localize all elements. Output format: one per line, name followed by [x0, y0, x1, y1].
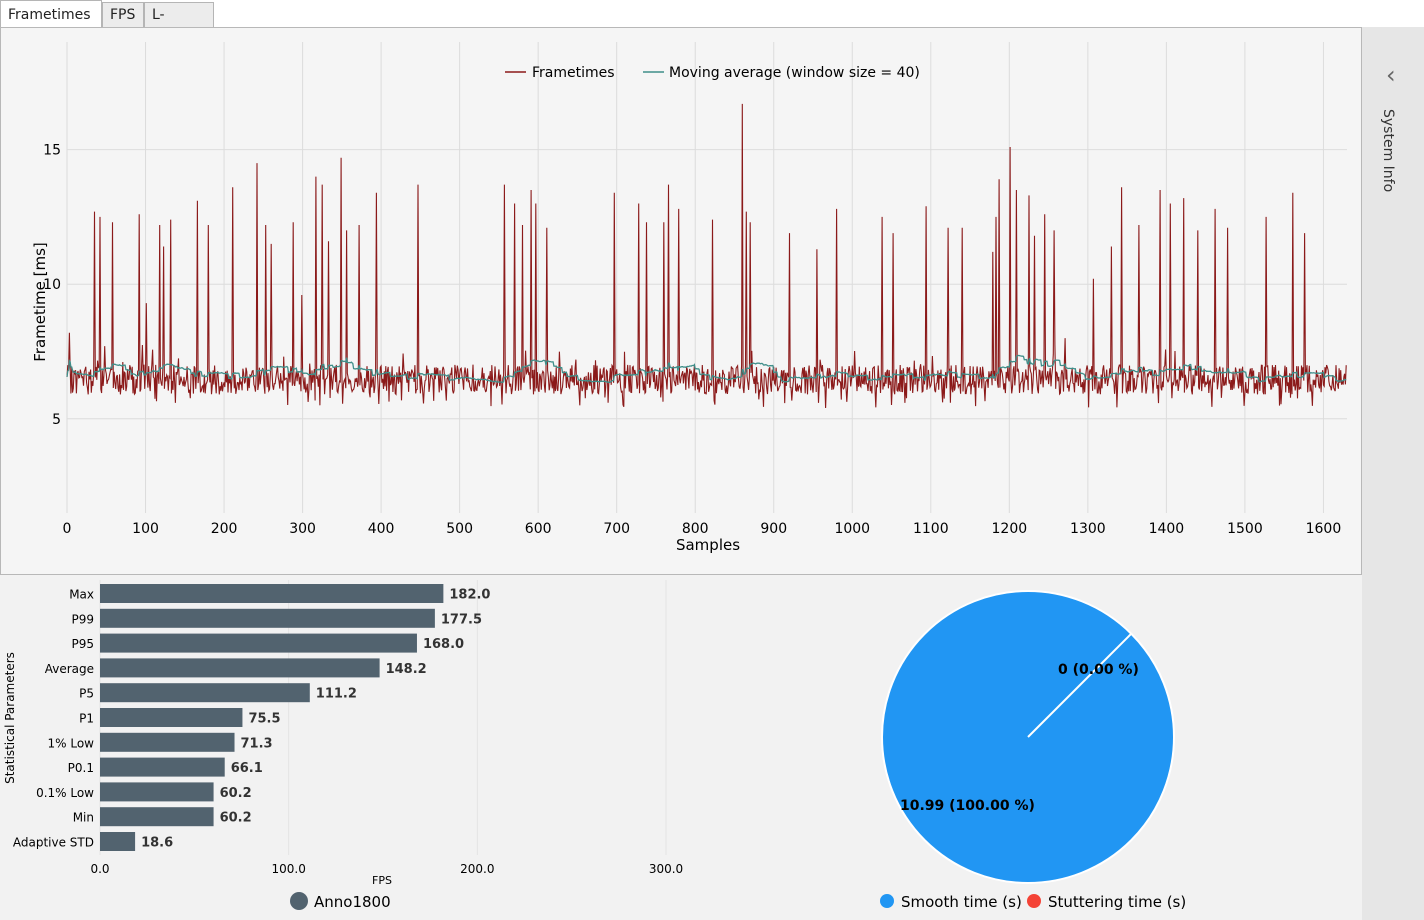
y-tick-label: 5	[52, 412, 61, 428]
tab-l-shape[interactable]: L-shape	[144, 2, 214, 47]
bar-category-label: Adaptive STD	[13, 836, 94, 850]
bar-value-label: 148.2	[386, 662, 427, 677]
legend-stuttering: Stuttering time (s)	[1048, 893, 1186, 911]
x-tick-label: 700	[603, 521, 630, 537]
legend-anno1800: Anno1800	[314, 893, 391, 911]
legend-swatch-stuttering	[1027, 894, 1041, 908]
bar-x-tick-label: 100.0	[271, 862, 305, 876]
bar-category-label: Min	[73, 811, 94, 825]
bar-x-tick-label: 300.0	[649, 862, 683, 876]
x-tick-label: 900	[760, 521, 787, 537]
bar	[100, 732, 235, 752]
bar-category-label: P1	[79, 712, 94, 726]
bar-x-tick-label: 0.0	[90, 862, 109, 876]
bar	[100, 832, 136, 851]
frametimes-chart-panel: 0 100 200 300 400 500 600 700 800 900 1000 1100 1200…	[0, 27, 1362, 575]
tab-frametimes[interactable]: Frametimes	[0, 0, 102, 28]
bar-category-label: Average	[45, 662, 94, 676]
x-tick-labels: 0 100 200 300 400 500 600 700 800 900 1000 1100 1200…	[63, 521, 1342, 537]
bar-value-label: 60.2	[220, 811, 252, 826]
x-tick-label: 1100	[913, 521, 949, 537]
legend-smooth: Smooth time (s)	[901, 893, 1022, 911]
x-tick-label: 1500	[1227, 521, 1263, 537]
x-tick-label: 1600	[1306, 521, 1342, 537]
bar-category-label: 1% Low	[48, 736, 95, 750]
y-axis-label: Frametime [ms]	[31, 242, 49, 362]
tab-fps[interactable]: FPS	[102, 2, 144, 27]
frametimes-chart: 0 100 200 300 400 500 600 700 800 900 1000 1100 1200…	[31, 42, 1347, 554]
statistics-bar-chart: 0.0 100.0 200.0 300.0 Max 182.0 P99 177.5 P95 16…	[3, 580, 683, 911]
bar	[100, 608, 435, 628]
bar-value-label: 182.0	[449, 588, 490, 603]
bar-value-label: 177.5	[441, 612, 482, 627]
legend-moving-average: Moving average (window size = 40)	[669, 65, 920, 81]
y-tick-labels: 5 10 15	[43, 143, 61, 428]
bar	[100, 584, 444, 603]
legend-swatch-anno1800	[290, 892, 308, 910]
y-tick-label: 15	[43, 143, 61, 159]
bar-x-tick-label: 200.0	[460, 862, 494, 876]
pie-label-smooth: 10.99 (100.00 %)	[900, 798, 1035, 814]
x-tick-label: 1000	[834, 521, 870, 537]
bar-category-label: P95	[71, 637, 94, 651]
system-info-sidebar[interactable]: ‹ System Info	[1362, 27, 1424, 920]
bars: Max 182.0 P99 177.5 P95 168.0 Average 148.2 P5 11…	[13, 584, 490, 851]
moving-average-series-line	[66, 354, 1347, 384]
x-tick-label: 500	[446, 521, 473, 537]
x-tick-label: 1400	[1149, 521, 1185, 537]
bar-value-label: 66.1	[231, 761, 263, 776]
x-tick-label: 400	[368, 521, 395, 537]
stutter-pie-chart: 10.99 (100.00 %) 0 (0.00 %) Smooth time …	[880, 590, 1186, 911]
bar-category-label: P99	[71, 612, 94, 626]
bar-category-label: 0.1% Low	[36, 786, 94, 800]
x-tick-label: 200	[211, 521, 238, 537]
bar	[100, 633, 417, 653]
chevron-left-icon[interactable]: ‹	[1386, 61, 1396, 89]
bar-category-label: P5	[79, 687, 94, 701]
bar-value-label: 111.2	[316, 687, 357, 702]
bar	[100, 757, 225, 777]
bar-value-label: 75.5	[248, 712, 280, 727]
bar-value-label: 71.3	[241, 736, 273, 751]
bar-y-axis-label: Statistical Parameters	[3, 652, 17, 784]
frametimes-series-line	[66, 103, 1347, 409]
x-tick-label: 600	[525, 521, 552, 537]
y-tick-label: 10	[43, 277, 61, 293]
bar-value-label: 18.6	[141, 836, 173, 851]
legend-frametimes: Frametimes	[532, 65, 615, 81]
x-tick-label: 300	[289, 521, 316, 537]
bar-x-axis-label: FPS	[372, 874, 392, 887]
plot-area	[67, 42, 1347, 513]
bar-value-label: 168.0	[423, 637, 464, 652]
legend: Frametimes Moving average (window size =…	[505, 65, 920, 81]
bar-category-label: P0.1	[68, 761, 94, 775]
x-tick-label: 1200	[992, 521, 1028, 537]
bar	[100, 807, 214, 827]
bar	[100, 782, 214, 802]
bar	[100, 683, 310, 703]
x-tick-label: 1300	[1070, 521, 1106, 537]
pie-label-stuttering: 0 (0.00 %)	[1058, 662, 1139, 678]
x-tick-label: 800	[682, 521, 709, 537]
system-info-label[interactable]: System Info	[1380, 109, 1396, 193]
x-axis-label: Samples	[676, 536, 740, 554]
legend-swatch-smooth	[880, 894, 894, 908]
bar-category-label: Max	[69, 588, 94, 602]
bar	[100, 658, 380, 678]
x-tick-label: 100	[132, 521, 159, 537]
tab-bar: Frametimes FPS L-shape	[0, 0, 1424, 47]
x-tick-label: 0	[63, 521, 72, 537]
bar	[100, 708, 243, 727]
bar-value-label: 60.2	[220, 786, 252, 801]
pie-slice-stuttering	[1027, 633, 1132, 738]
